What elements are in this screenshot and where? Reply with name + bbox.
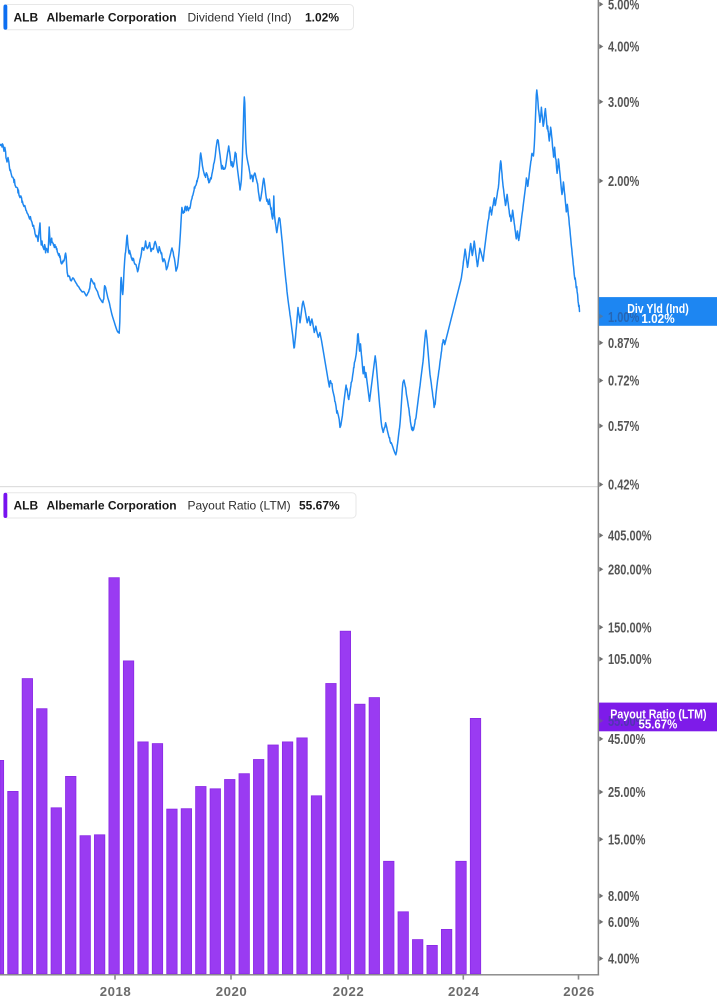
svg-text:4.00%: 4.00% <box>608 40 640 56</box>
svg-text:ALB: ALB <box>14 499 39 513</box>
svg-text:2.00%: 2.00% <box>608 174 640 190</box>
svg-text:Dividend Yield (Ind): Dividend Yield (Ind) <box>188 11 292 25</box>
svg-text:2022: 2022 <box>333 984 365 999</box>
svg-text:Albemarle Corporation: Albemarle Corporation <box>47 11 177 25</box>
svg-text:280.00%: 280.00% <box>608 562 652 578</box>
svg-text:55.00%: 55.00% <box>608 714 646 730</box>
svg-text:8.00%: 8.00% <box>608 889 640 905</box>
svg-text:2024: 2024 <box>448 984 480 999</box>
svg-text:4.00%: 4.00% <box>608 952 640 968</box>
svg-text:1.02%: 1.02% <box>305 11 339 25</box>
svg-text:55.67%: 55.67% <box>299 499 340 513</box>
svg-text:2020: 2020 <box>216 984 248 999</box>
svg-text:25.00%: 25.00% <box>608 785 646 801</box>
svg-text:2018: 2018 <box>100 984 132 999</box>
svg-text:150.00%: 150.00% <box>608 620 652 636</box>
svg-text:15.00%: 15.00% <box>608 832 646 848</box>
svg-text:0.42%: 0.42% <box>608 478 640 494</box>
svg-text:0.87%: 0.87% <box>608 336 640 352</box>
svg-text:1.00%: 1.00% <box>608 310 640 326</box>
svg-text:3.00%: 3.00% <box>608 95 640 111</box>
svg-text:Payout Ratio (LTM): Payout Ratio (LTM) <box>610 707 706 722</box>
svg-text:45.00%: 45.00% <box>608 732 646 748</box>
svg-text:0.57%: 0.57% <box>608 419 640 435</box>
svg-text:Payout Ratio (LTM): Payout Ratio (LTM) <box>188 499 291 513</box>
svg-text:Albemarle Corporation: Albemarle Corporation <box>47 499 177 513</box>
svg-text:1.02%: 1.02% <box>641 311 675 326</box>
svg-text:55.67%: 55.67% <box>639 717 678 732</box>
svg-text:6.00%: 6.00% <box>608 915 640 931</box>
svg-text:105.00%: 105.00% <box>608 652 652 668</box>
svg-text:ALB: ALB <box>14 11 39 25</box>
svg-text:0.72%: 0.72% <box>608 374 640 390</box>
svg-text:Div Yld (Ind): Div Yld (Ind) <box>627 301 689 316</box>
svg-text:5.00%: 5.00% <box>608 0 640 14</box>
svg-text:405.00%: 405.00% <box>608 529 652 545</box>
svg-text:2026: 2026 <box>563 984 595 999</box>
